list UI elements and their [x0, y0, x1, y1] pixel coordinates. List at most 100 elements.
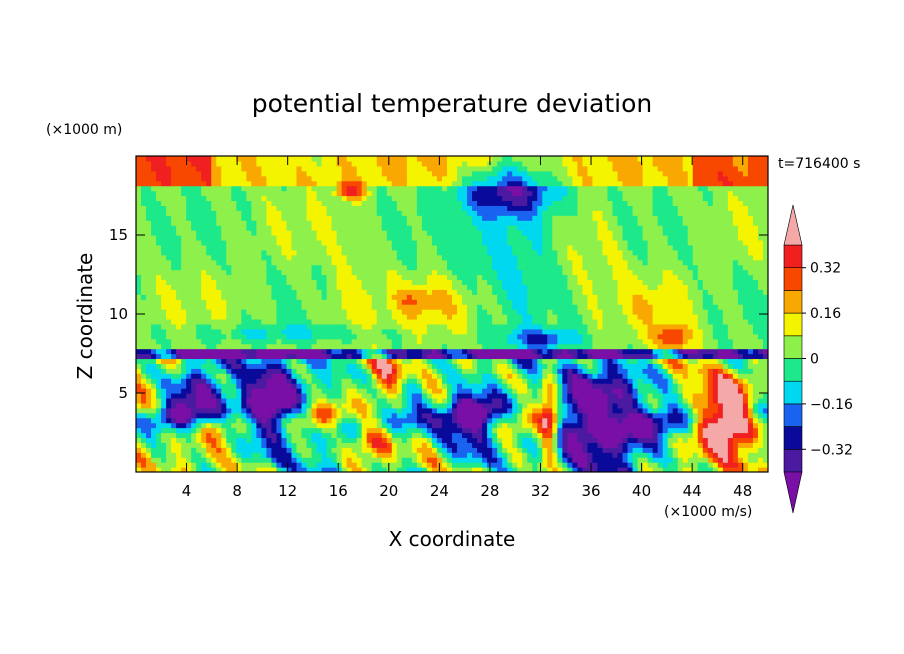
- contour-cell: [216, 427, 222, 434]
- contour-cell: [426, 358, 433, 364]
- contour-cell: [441, 269, 448, 276]
- contour-cell: [452, 230, 458, 236]
- contour-cell: [421, 304, 428, 310]
- contour-cell: [502, 230, 508, 236]
- contour-cell: [396, 230, 403, 236]
- contour-cell: [266, 284, 273, 290]
- contour-cell: [266, 180, 273, 187]
- contour-cell: [181, 259, 187, 266]
- contour-cell: [517, 407, 523, 414]
- contour-cell: [421, 190, 428, 197]
- contour-cell: [386, 467, 393, 472]
- contour-cell: [286, 338, 293, 345]
- contour-cell: [161, 279, 167, 285]
- contour-cell: [176, 205, 182, 211]
- contour-cell: [406, 269, 413, 276]
- contour-cell: [326, 264, 333, 271]
- contour-cell: [431, 254, 438, 261]
- contour-cell: [507, 358, 513, 364]
- contour-cell: [446, 462, 453, 468]
- contour-cell: [386, 309, 393, 315]
- contour-cell: [492, 299, 498, 305]
- contour-cell: [241, 422, 247, 429]
- contour-cell: [236, 412, 242, 419]
- contour-cell: [371, 205, 378, 211]
- contour-cell: [356, 338, 363, 345]
- contour-cell: [276, 412, 283, 419]
- contour-cell: [296, 462, 303, 468]
- contour-cell: [436, 314, 443, 320]
- contour-cell: [326, 156, 333, 162]
- contour-cell: [487, 412, 493, 419]
- contour-cell: [477, 314, 483, 320]
- contour-cell: [226, 427, 232, 434]
- contour-cell: [416, 294, 423, 300]
- contour-cell: [346, 249, 353, 256]
- contour-cell: [281, 452, 288, 458]
- contour-cell: [502, 185, 508, 192]
- contour-cell: [507, 160, 513, 167]
- contour-cell: [156, 467, 162, 472]
- contour-cell: [502, 348, 508, 355]
- contour-cell: [326, 402, 333, 409]
- contour-cell: [341, 397, 348, 404]
- contour-cell: [376, 402, 383, 409]
- contour-cell: [411, 200, 418, 206]
- contour-cell: [411, 289, 418, 295]
- contour-cell: [256, 417, 262, 424]
- contour-cell: [261, 442, 268, 448]
- contour-cell: [421, 314, 428, 320]
- contour-cell: [341, 462, 348, 468]
- contour-cell: [517, 160, 523, 167]
- contour-cell: [316, 259, 323, 266]
- contour-cell: [522, 239, 528, 246]
- contour-cell: [326, 323, 333, 330]
- contour-cell: [396, 422, 403, 429]
- contour-cell: [201, 427, 207, 434]
- contour-cell: [231, 432, 237, 439]
- contour-cell: [191, 244, 197, 251]
- contour-cell: [421, 205, 428, 211]
- contour-cell: [331, 269, 338, 276]
- contour-cell: [161, 348, 167, 355]
- contour-cell: [291, 254, 298, 261]
- contour-cell: [351, 407, 358, 414]
- contour-cell: [351, 264, 358, 271]
- contour-cell: [251, 328, 257, 335]
- contour-cell: [326, 294, 333, 300]
- contour-cell: [346, 175, 353, 182]
- contour-cell: [281, 220, 288, 226]
- contour-cell: [351, 422, 358, 429]
- contour-cell: [276, 180, 283, 187]
- contour-cell: [467, 407, 473, 414]
- contour-cell: [206, 314, 212, 320]
- contour-cell: [181, 180, 187, 187]
- contour-cell: [361, 249, 368, 256]
- contour-cell: [301, 432, 308, 439]
- contour-cell: [261, 195, 268, 202]
- contour-cell: [206, 452, 212, 458]
- contour-cell: [261, 235, 268, 241]
- contour-cell: [406, 200, 413, 206]
- contour-cell: [406, 205, 413, 211]
- contour-cell: [261, 175, 268, 182]
- contour-cell: [356, 264, 363, 271]
- contour-cell: [261, 373, 268, 379]
- contour-cell: [241, 427, 247, 434]
- contour-cell: [401, 373, 408, 379]
- contour-cell: [146, 309, 152, 315]
- contour-cell: [341, 452, 348, 458]
- contour-cell: [361, 170, 368, 177]
- contour-cell: [497, 343, 503, 350]
- contour-cell: [306, 254, 313, 261]
- contour-cell: [166, 457, 172, 463]
- contour-cell: [241, 259, 247, 266]
- contour-cell: [281, 358, 288, 364]
- contour-cell: [351, 368, 358, 374]
- contour-cell: [211, 200, 217, 206]
- contour-cell: [331, 427, 338, 434]
- contour-cell: [221, 427, 227, 434]
- contour-cell: [136, 175, 142, 182]
- contour-cell: [346, 239, 353, 246]
- contour-cell: [186, 343, 192, 350]
